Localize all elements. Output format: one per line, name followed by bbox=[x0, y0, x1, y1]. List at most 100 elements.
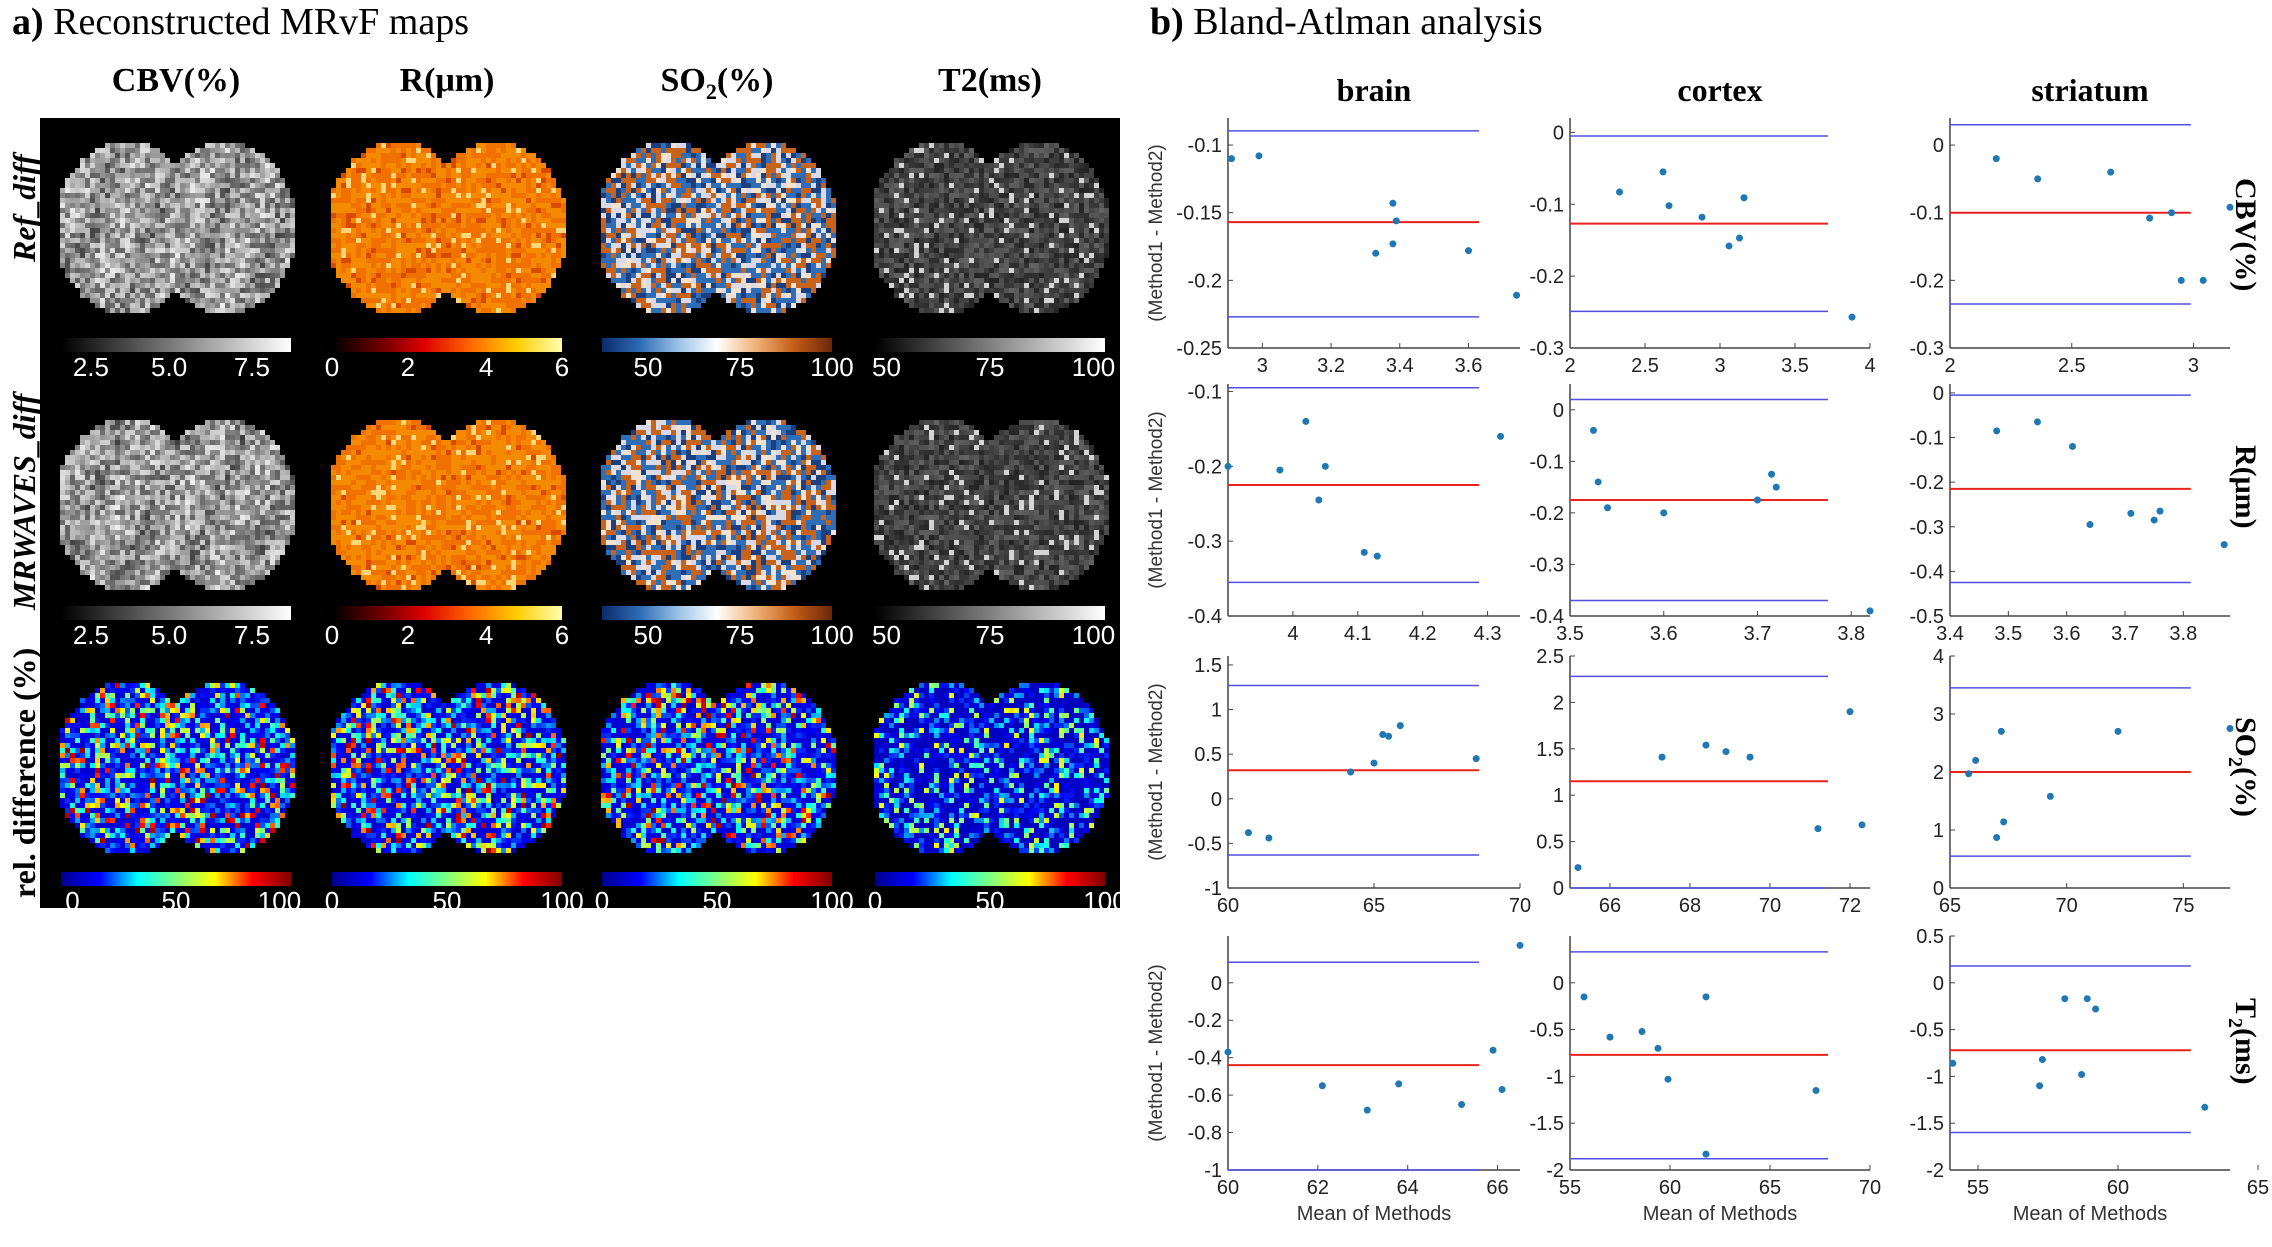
map-voxel bbox=[275, 258, 280, 263]
map-voxel bbox=[701, 268, 706, 273]
map-voxel bbox=[801, 193, 806, 198]
map-column-header: CBV(%) bbox=[56, 62, 296, 100]
map-voxel bbox=[105, 253, 110, 258]
map-voxel bbox=[381, 308, 386, 313]
map-voxel bbox=[1014, 208, 1019, 213]
map-voxel bbox=[265, 218, 270, 223]
map-voxel bbox=[616, 253, 621, 258]
map-voxel bbox=[386, 183, 391, 188]
map-voxel bbox=[1024, 158, 1029, 163]
map-voxel bbox=[411, 158, 416, 163]
map-voxel bbox=[381, 268, 386, 273]
map-voxel bbox=[726, 173, 731, 178]
map-voxel bbox=[421, 223, 426, 228]
map-voxel bbox=[691, 173, 696, 178]
map-voxel bbox=[466, 178, 471, 183]
map-voxel bbox=[170, 193, 175, 198]
map-voxel bbox=[894, 198, 899, 203]
map-voxel bbox=[741, 238, 746, 243]
map-voxel bbox=[806, 198, 811, 203]
map-voxel bbox=[551, 268, 556, 273]
map-voxel bbox=[606, 213, 611, 218]
map-voxel bbox=[195, 248, 200, 253]
map-voxel bbox=[481, 293, 486, 298]
map-voxel bbox=[811, 193, 816, 198]
map-voxel bbox=[451, 203, 456, 208]
map-voxel bbox=[165, 243, 170, 248]
map-voxel bbox=[270, 238, 275, 243]
map-voxel bbox=[220, 278, 225, 283]
map-voxel bbox=[816, 228, 821, 233]
map-voxel bbox=[939, 158, 944, 163]
map-voxel bbox=[120, 188, 125, 193]
map-voxel bbox=[791, 203, 796, 208]
map-voxel bbox=[736, 183, 741, 188]
map-voxel bbox=[416, 183, 421, 188]
map-voxel bbox=[376, 298, 381, 303]
map-voxel bbox=[100, 298, 105, 303]
map-voxel bbox=[361, 253, 366, 258]
map-voxel bbox=[506, 143, 511, 148]
map-voxel bbox=[225, 173, 230, 178]
map-voxel bbox=[1029, 193, 1034, 198]
map-voxel bbox=[250, 258, 255, 263]
map-voxel bbox=[145, 288, 150, 293]
map-voxel bbox=[70, 223, 75, 228]
map-voxel bbox=[914, 178, 919, 183]
map-voxel bbox=[1009, 218, 1014, 223]
map-voxel bbox=[651, 268, 656, 273]
map-voxel bbox=[969, 148, 974, 153]
map-voxel bbox=[265, 278, 270, 283]
map-voxel bbox=[245, 208, 250, 213]
map-voxel bbox=[130, 158, 135, 163]
map-voxel bbox=[130, 303, 135, 308]
map-voxel bbox=[90, 288, 95, 293]
map-voxel bbox=[105, 238, 110, 243]
map-voxel bbox=[125, 208, 130, 213]
map-voxel bbox=[691, 278, 696, 283]
map-voxel bbox=[721, 188, 726, 193]
map-voxel bbox=[536, 273, 541, 278]
map-voxel bbox=[356, 233, 361, 238]
map-voxel bbox=[180, 263, 185, 268]
map-voxel bbox=[341, 198, 346, 203]
map-voxel bbox=[984, 208, 989, 213]
map-voxel bbox=[511, 163, 516, 168]
map-voxel bbox=[1014, 223, 1019, 228]
map-voxel bbox=[366, 248, 371, 253]
map-voxel bbox=[160, 203, 165, 208]
map-voxel bbox=[806, 263, 811, 268]
map-voxel bbox=[70, 268, 75, 273]
map-voxel bbox=[451, 253, 456, 258]
map-voxel bbox=[270, 183, 275, 188]
map-voxel bbox=[411, 143, 416, 148]
map-voxel bbox=[526, 288, 531, 293]
map-voxel bbox=[909, 188, 914, 193]
map-voxel bbox=[140, 308, 145, 313]
map-voxel bbox=[646, 158, 651, 163]
map-voxel bbox=[656, 253, 661, 258]
map-voxel bbox=[811, 173, 816, 178]
map-voxel bbox=[95, 298, 100, 303]
map-voxel bbox=[721, 218, 726, 223]
map-voxel bbox=[391, 173, 396, 178]
map-voxel bbox=[671, 173, 676, 178]
map-voxel bbox=[546, 243, 551, 248]
map-voxel bbox=[270, 178, 275, 183]
map-voxel bbox=[496, 203, 501, 208]
map-voxel bbox=[676, 258, 681, 263]
map-voxel bbox=[746, 243, 751, 248]
map-voxel bbox=[631, 153, 636, 158]
map-voxel bbox=[949, 203, 954, 208]
map-voxel bbox=[964, 218, 969, 223]
map-voxel bbox=[401, 293, 406, 298]
map-voxel bbox=[351, 163, 356, 168]
map-voxel bbox=[601, 203, 606, 208]
map-voxel bbox=[366, 178, 371, 183]
map-voxel bbox=[944, 233, 949, 238]
map-voxel bbox=[776, 233, 781, 238]
map-voxel bbox=[341, 258, 346, 263]
map-voxel bbox=[1054, 183, 1059, 188]
map-voxel bbox=[150, 188, 155, 193]
map-voxel bbox=[130, 218, 135, 223]
